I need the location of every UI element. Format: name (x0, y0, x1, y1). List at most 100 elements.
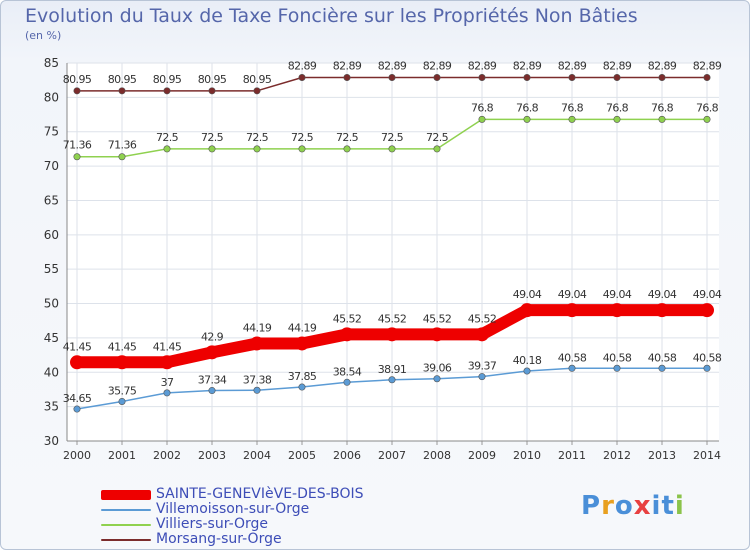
data-label: 38.91 (378, 363, 407, 376)
data-point (298, 74, 306, 82)
data-point (523, 367, 531, 375)
legend-item: SAINTE-GENEVIèVE-DES-BOIS (101, 486, 421, 502)
y-tick-label: 50 (44, 297, 59, 311)
data-label: 40.58 (603, 351, 632, 364)
chart-title: Evolution du Taux de Taxe Foncière sur l… (25, 5, 638, 27)
data-label: 71.36 (63, 139, 92, 152)
data-point (253, 87, 261, 95)
data-point (115, 355, 129, 370)
data-point (433, 145, 441, 153)
data-point (568, 364, 576, 372)
data-point (658, 74, 666, 82)
x-tick-label: 2008 (423, 449, 451, 462)
data-point (478, 373, 486, 381)
data-point (478, 74, 486, 82)
data-label: 82.89 (333, 60, 362, 73)
data-label: 39.37 (468, 360, 497, 373)
data-label: 40.58 (693, 351, 722, 364)
data-label: 82.89 (378, 60, 407, 73)
legend-item: Villiers-sur-Orge (101, 516, 421, 532)
x-tick-label: 2009 (468, 449, 496, 462)
y-tick-label: 40 (44, 365, 59, 379)
data-label: 76.8 (651, 101, 674, 114)
data-label: 38.54 (333, 365, 362, 378)
data-point (520, 303, 534, 318)
data-label: 72.5 (291, 131, 314, 144)
legend-swatch (101, 524, 151, 526)
legend-item: Morsang-sur-Orge (101, 531, 421, 547)
data-point (253, 145, 261, 153)
data-point (613, 74, 621, 82)
x-tick-label: 2012 (603, 449, 631, 462)
data-label: 49.04 (603, 288, 632, 301)
y-tick-label: 65 (44, 193, 59, 207)
data-label: 49.04 (513, 288, 542, 301)
data-label: 40.58 (648, 351, 677, 364)
data-label: 72.5 (336, 131, 359, 144)
data-label: 39.06 (423, 362, 452, 375)
y-tick-label: 45 (44, 331, 59, 345)
data-label: 45.52 (378, 312, 407, 325)
data-label: 82.89 (423, 60, 452, 73)
data-point (385, 327, 399, 342)
legend-swatch (101, 509, 151, 511)
data-point (163, 87, 171, 95)
chart-legend: SAINTE-GENEVIèVE-DES-BOIS Villemoisson-su… (101, 486, 421, 547)
legend-swatch (101, 490, 151, 500)
data-point (163, 145, 171, 153)
y-tick-label: 30 (44, 434, 59, 448)
data-label: 82.89 (288, 60, 317, 73)
y-tick-label: 75 (44, 125, 59, 139)
x-tick-label: 2006 (333, 449, 361, 462)
x-tick-label: 2000 (63, 449, 91, 462)
data-label: 82.89 (468, 60, 497, 73)
data-point (118, 153, 126, 161)
data-label: 76.8 (471, 101, 494, 114)
data-point (613, 115, 621, 123)
x-tick-label: 2011 (558, 449, 586, 462)
data-label: 37.38 (243, 373, 272, 386)
data-label: 72.5 (246, 131, 269, 144)
data-point (430, 327, 444, 342)
legend-label: SAINTE-GENEVIèVE-DES-BOIS (156, 486, 364, 502)
data-label: 49.04 (558, 288, 587, 301)
data-point (703, 74, 711, 82)
legend-label: Villiers-sur-Orge (156, 516, 269, 532)
y-tick-label: 70 (44, 159, 59, 173)
data-label: 37.85 (288, 370, 317, 383)
data-label: 80.95 (153, 73, 182, 86)
data-label: 49.04 (648, 288, 677, 301)
data-label: 76.8 (561, 101, 584, 114)
data-point (250, 336, 264, 351)
data-point (295, 336, 309, 351)
data-point (160, 355, 174, 370)
data-label: 72.5 (156, 131, 179, 144)
data-point (703, 115, 711, 123)
data-point (388, 74, 396, 82)
data-point (433, 74, 441, 82)
data-point (700, 303, 714, 318)
data-point (208, 87, 216, 95)
data-point (568, 115, 576, 123)
data-point (298, 145, 306, 153)
data-point (655, 303, 669, 318)
x-tick-label: 2002 (153, 449, 181, 462)
data-point (205, 345, 219, 360)
data-label: 44.19 (243, 321, 272, 334)
data-point (208, 387, 216, 395)
data-point (343, 145, 351, 153)
data-point (73, 405, 81, 413)
y-tick-label: 80 (44, 90, 59, 104)
y-tick-label: 55 (44, 262, 59, 276)
y-tick-label: 85 (44, 56, 59, 70)
data-label: 37 (161, 376, 174, 389)
x-tick-label: 2004 (243, 449, 271, 462)
data-label: 76.8 (606, 101, 629, 114)
data-point (658, 364, 666, 372)
data-label: 72.5 (426, 131, 449, 144)
data-point (388, 145, 396, 153)
data-label: 44.19 (288, 321, 317, 334)
data-label: 76.8 (516, 101, 539, 114)
x-tick-label: 2014 (693, 449, 721, 462)
